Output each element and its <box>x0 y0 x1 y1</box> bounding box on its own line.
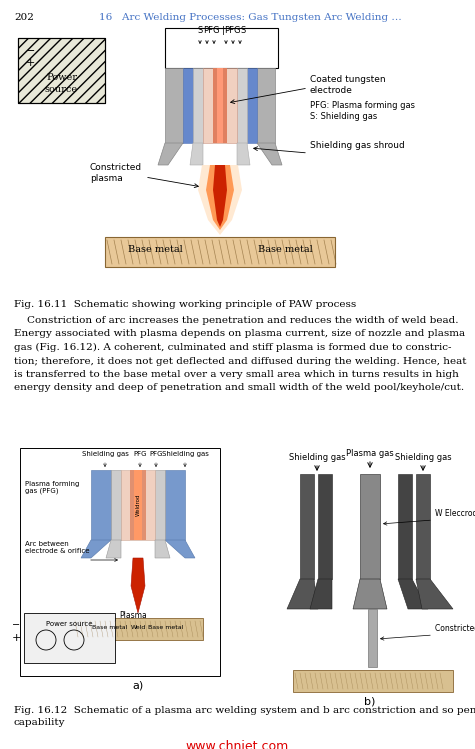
Bar <box>237 68 247 143</box>
Bar <box>155 470 165 540</box>
Text: capability: capability <box>14 718 66 727</box>
Polygon shape <box>106 540 121 558</box>
Text: S: Shielding gas: S: Shielding gas <box>310 112 377 121</box>
Bar <box>183 68 193 143</box>
Text: +: + <box>26 58 35 68</box>
Text: −: − <box>26 46 35 56</box>
Text: plasma: plasma <box>90 174 123 183</box>
Bar <box>111 470 121 540</box>
Polygon shape <box>237 143 250 165</box>
Polygon shape <box>158 143 183 165</box>
Text: |: | <box>221 26 224 35</box>
Bar <box>318 474 332 579</box>
Bar <box>105 237 335 267</box>
Text: PFG: PFG <box>133 451 147 457</box>
Text: PFG: PFG <box>224 26 240 35</box>
Bar <box>247 68 257 143</box>
Text: source: source <box>45 85 78 94</box>
Bar <box>193 68 203 143</box>
Bar <box>91 470 111 540</box>
Text: Constricted plasma arc: Constricted plasma arc <box>435 624 475 633</box>
Bar <box>416 474 430 579</box>
Bar <box>130 470 146 540</box>
Polygon shape <box>81 540 111 558</box>
Text: Fig. 16.11  Schematic showing working principle of PAW process: Fig. 16.11 Schematic showing working pri… <box>14 300 356 309</box>
Text: 16   Arc Welding Processes: Gas Tungsten Arc Welding …: 16 Arc Welding Processes: Gas Tungsten A… <box>99 13 401 22</box>
Text: Shielding gas shroud: Shielding gas shroud <box>310 141 405 150</box>
Polygon shape <box>155 540 170 558</box>
Text: Plasma: Plasma <box>119 611 147 620</box>
Text: 202: 202 <box>14 13 34 22</box>
Polygon shape <box>257 143 282 165</box>
Text: PFG: PFG <box>203 26 219 35</box>
Text: −: − <box>12 620 20 630</box>
Text: energy density and deep of penetration and small width of the weld pool/keyhole/: energy density and deep of penetration a… <box>14 383 464 392</box>
Polygon shape <box>416 579 453 609</box>
Text: Base metal: Base metal <box>148 625 184 630</box>
Text: Shielding gas: Shielding gas <box>82 451 128 457</box>
Text: Plasma gas: Plasma gas <box>346 449 394 458</box>
Bar <box>217 68 223 143</box>
Polygon shape <box>190 143 203 165</box>
Text: Base metal: Base metal <box>92 625 128 630</box>
Text: PFG: Plasma forming gas: PFG: Plasma forming gas <box>310 101 415 110</box>
Text: Power: Power <box>46 73 77 82</box>
Text: Base metal: Base metal <box>257 245 313 254</box>
Polygon shape <box>213 165 227 227</box>
Bar <box>203 68 237 143</box>
Text: PFG: PFG <box>149 451 163 457</box>
Polygon shape <box>165 540 195 558</box>
Text: gas (Fig. 16.12). A coherent, culminated and stiff plasma is formed due to const: gas (Fig. 16.12). A coherent, culminated… <box>14 343 452 352</box>
Polygon shape <box>206 165 234 230</box>
Text: Shielding gas: Shielding gas <box>162 451 209 457</box>
Bar <box>165 28 278 68</box>
Bar <box>398 474 412 579</box>
Text: W Eleccrode: W Eleccrode <box>435 509 475 518</box>
Polygon shape <box>353 579 387 609</box>
Text: Energy associated with plasma depends on plasma current, size of nozzle and plas: Energy associated with plasma depends on… <box>14 330 465 339</box>
Text: is transferred to the base metal over a very small area which in turns results i: is transferred to the base metal over a … <box>14 370 459 379</box>
Text: +: + <box>11 633 21 643</box>
Polygon shape <box>198 165 242 235</box>
Text: Coated tungsten: Coated tungsten <box>310 75 386 84</box>
Text: Plasma forming
gas (PFG): Plasma forming gas (PFG) <box>25 481 79 494</box>
Text: S: S <box>240 26 246 35</box>
Text: www.chnjet.com: www.chnjet.com <box>185 740 289 749</box>
Bar <box>213 68 227 143</box>
Bar <box>18 38 105 103</box>
Polygon shape <box>287 579 318 609</box>
Bar <box>121 470 155 540</box>
Text: Fig. 16.12  Schematic of ​a plasma arc welding system and ​b arc constriction an: Fig. 16.12 Schematic of ​a plasma arc we… <box>14 706 475 715</box>
Text: Shielding gas: Shielding gas <box>395 453 451 462</box>
Bar <box>300 474 314 579</box>
Bar <box>24 613 115 663</box>
Bar <box>165 470 185 540</box>
Text: Constricted: Constricted <box>90 163 142 172</box>
Text: tion; therefore, it does not get deflected and diffused during the welding. Henc: tion; therefore, it does not get deflect… <box>14 357 466 366</box>
Text: electrode: electrode <box>310 86 353 95</box>
Polygon shape <box>398 579 428 609</box>
Bar <box>257 68 275 143</box>
Bar <box>165 68 183 143</box>
Bar <box>134 470 142 540</box>
Text: S: S <box>198 26 203 35</box>
Polygon shape <box>310 579 332 609</box>
Polygon shape <box>131 558 145 613</box>
Text: Constriction of arc increases the penetration and reduces the width of weld bead: Constriction of arc increases the penetr… <box>14 316 458 325</box>
Bar <box>360 474 380 579</box>
Text: a): a) <box>133 680 143 690</box>
Text: Power source: Power source <box>46 621 93 627</box>
Text: Arc between
electrode & orifice: Arc between electrode & orifice <box>25 541 89 554</box>
Text: Weldrod: Weldrod <box>135 494 141 516</box>
Bar <box>293 670 453 692</box>
Bar <box>20 448 220 676</box>
Bar <box>368 609 377 667</box>
Bar <box>18 38 105 103</box>
Text: Weld: Weld <box>130 625 146 630</box>
Text: Shielding gas: Shielding gas <box>289 453 345 462</box>
Text: Base metal: Base metal <box>128 245 182 254</box>
Text: b): b) <box>364 696 376 706</box>
Bar <box>73 618 203 640</box>
